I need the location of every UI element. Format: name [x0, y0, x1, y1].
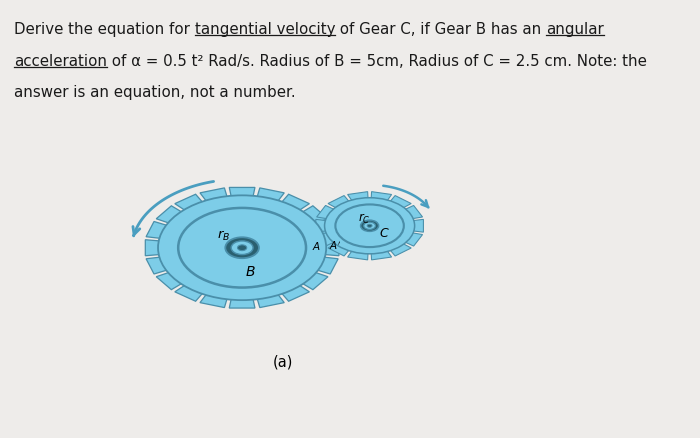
Polygon shape — [146, 222, 169, 239]
Text: tangential velocity: tangential velocity — [195, 22, 335, 37]
Text: $r_B$: $r_B$ — [216, 228, 230, 242]
Polygon shape — [175, 285, 203, 301]
Polygon shape — [200, 188, 228, 202]
Circle shape — [225, 238, 259, 258]
Polygon shape — [230, 298, 255, 308]
Circle shape — [360, 221, 379, 232]
Polygon shape — [316, 220, 327, 233]
Polygon shape — [405, 233, 423, 247]
Circle shape — [325, 198, 414, 254]
Polygon shape — [301, 272, 328, 290]
Polygon shape — [257, 188, 284, 202]
Polygon shape — [230, 188, 255, 198]
Circle shape — [231, 241, 253, 255]
Polygon shape — [316, 233, 335, 247]
Polygon shape — [301, 206, 328, 224]
Polygon shape — [390, 244, 411, 256]
Text: Derive the equation for: Derive the equation for — [14, 22, 195, 37]
Polygon shape — [281, 195, 309, 212]
Text: of α = 0.5 t² Rad/s. Radius of B = 5cm, Radius of C = 2.5 cm. Note: the: of α = 0.5 t² Rad/s. Radius of B = 5cm, … — [107, 53, 647, 68]
Polygon shape — [348, 251, 368, 260]
Polygon shape — [371, 251, 391, 260]
Text: $A'$: $A'$ — [329, 240, 342, 252]
Polygon shape — [281, 285, 309, 301]
Text: $A$: $A$ — [312, 240, 321, 252]
Circle shape — [367, 225, 372, 228]
Text: $C$: $C$ — [379, 226, 390, 240]
Polygon shape — [328, 196, 349, 208]
Polygon shape — [175, 195, 203, 212]
Polygon shape — [316, 206, 335, 219]
Polygon shape — [323, 240, 339, 256]
Polygon shape — [316, 258, 338, 274]
Circle shape — [237, 245, 246, 251]
Polygon shape — [405, 206, 423, 219]
Text: angular: angular — [546, 22, 604, 37]
Polygon shape — [146, 240, 161, 256]
Polygon shape — [200, 294, 228, 308]
Polygon shape — [390, 196, 411, 208]
Text: (a): (a) — [272, 353, 293, 369]
Polygon shape — [257, 294, 284, 308]
Text: $r_C$: $r_C$ — [358, 212, 370, 226]
Polygon shape — [348, 192, 368, 201]
Polygon shape — [316, 222, 338, 239]
Polygon shape — [328, 244, 349, 256]
Polygon shape — [371, 192, 391, 201]
Circle shape — [364, 223, 375, 230]
Polygon shape — [146, 258, 169, 274]
Polygon shape — [156, 206, 183, 224]
Text: answer is an equation, not a number.: answer is an equation, not a number. — [14, 85, 295, 100]
Polygon shape — [156, 272, 183, 290]
Polygon shape — [412, 220, 423, 233]
Circle shape — [158, 196, 326, 300]
Text: $B$: $B$ — [245, 265, 255, 279]
Text: of Gear C, if Gear B has an: of Gear C, if Gear B has an — [335, 22, 546, 37]
Text: acceleration: acceleration — [14, 53, 107, 68]
